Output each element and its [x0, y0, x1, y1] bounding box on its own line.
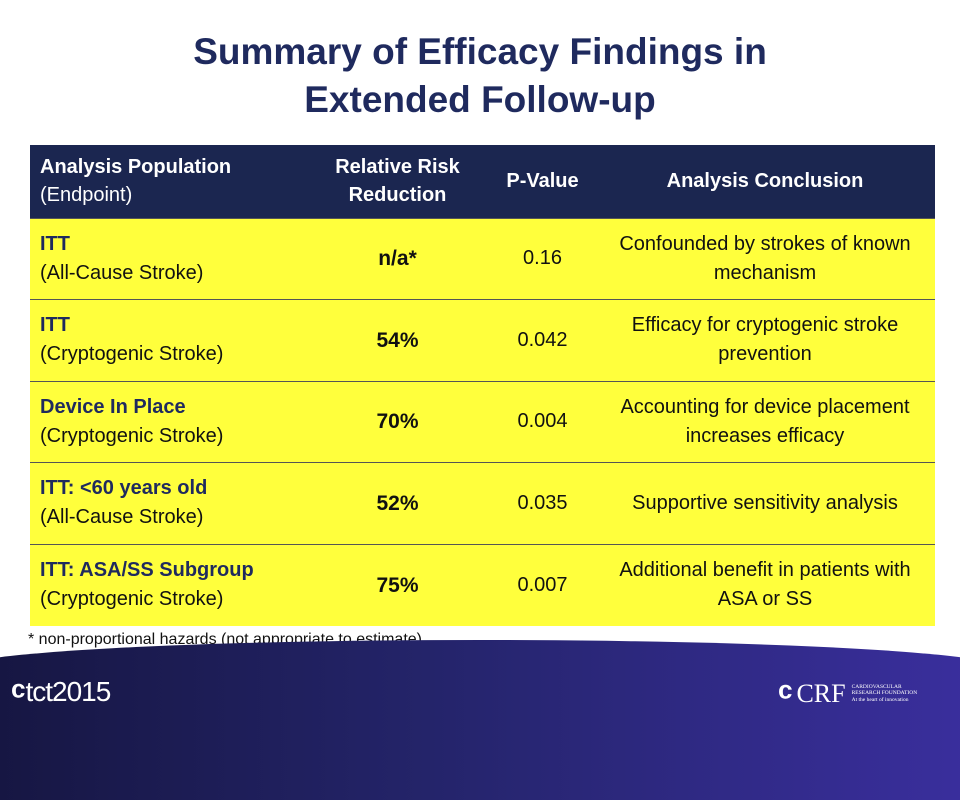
- cell-conclusion: Efficacy for cryptogenic stroke preventi…: [595, 299, 935, 381]
- cell-pvalue: 0.004: [490, 380, 595, 463]
- tct-logo: ↄ tct2015: [12, 676, 111, 708]
- table-row: ITT: <60 years old (All-Cause Stroke) 52%…: [30, 462, 935, 544]
- header-rrr: Relative Risk Reduction: [305, 145, 490, 218]
- cell-conclusion: Confounded by strokes of known mechanism: [595, 217, 935, 300]
- table-row: Device In Place (Cryptogenic Stroke) 70% …: [30, 380, 935, 463]
- cell-pvalue: 0.042: [490, 299, 595, 381]
- cell-rrr: 54%: [305, 299, 490, 381]
- cell-rrr: 70%: [305, 380, 490, 463]
- cell-pvalue: 0.16: [490, 217, 595, 300]
- header-population: Analysis Population (Endpoint): [30, 145, 305, 218]
- footer-band: [0, 640, 960, 800]
- cell-population: ITT (Cryptogenic Stroke): [30, 299, 305, 381]
- crf-logo: ↄ CRF CARDIOVASCULAR RESEARCH FOUNDATION At…: [778, 678, 918, 710]
- table-row: ITT: ASA/SS Subgroup (Cryptogenic Stroke)…: [30, 543, 935, 626]
- title-line-2: Extended Follow-up: [304, 79, 656, 120]
- cell-population: Device In Place (Cryptogenic Stroke): [30, 380, 305, 463]
- cell-conclusion: Additional benefit in patients with ASA …: [595, 543, 935, 626]
- table-row: ITT (All-Cause Stroke) n/a* 0.16 Confound…: [30, 217, 935, 300]
- cell-rrr: 52%: [305, 462, 490, 544]
- header-pvalue: P-Value: [490, 145, 595, 218]
- cell-conclusion: Supportive sensitivity analysis: [595, 462, 935, 544]
- cell-rrr: 75%: [305, 543, 490, 626]
- swirl-icon: ↄ: [778, 679, 793, 709]
- efficacy-table: Analysis Population (Endpoint) Relative R…: [30, 145, 935, 626]
- cell-population: ITT (All-Cause Stroke): [30, 217, 305, 300]
- cell-population: ITT: ASA/SS Subgroup (Cryptogenic Stroke): [30, 543, 305, 626]
- cell-pvalue: 0.007: [490, 543, 595, 626]
- cell-rrr: n/a*: [305, 217, 490, 300]
- table-header-row: Analysis Population (Endpoint) Relative R…: [30, 145, 935, 218]
- cell-pvalue: 0.035: [490, 462, 595, 544]
- title-line-1: Summary of Efficacy Findings in: [193, 31, 767, 72]
- cell-conclusion: Accounting for device placement increase…: [595, 380, 935, 463]
- swirl-icon: ↄ: [12, 677, 26, 708]
- header-conclusion: Analysis Conclusion: [595, 145, 935, 218]
- table-row: ITT (Cryptogenic Stroke) 54% 0.042 Effica…: [30, 299, 935, 381]
- cell-population: ITT: <60 years old (All-Cause Stroke): [30, 462, 305, 544]
- slide-title: Summary of Efficacy Findings in Extended…: [0, 28, 960, 124]
